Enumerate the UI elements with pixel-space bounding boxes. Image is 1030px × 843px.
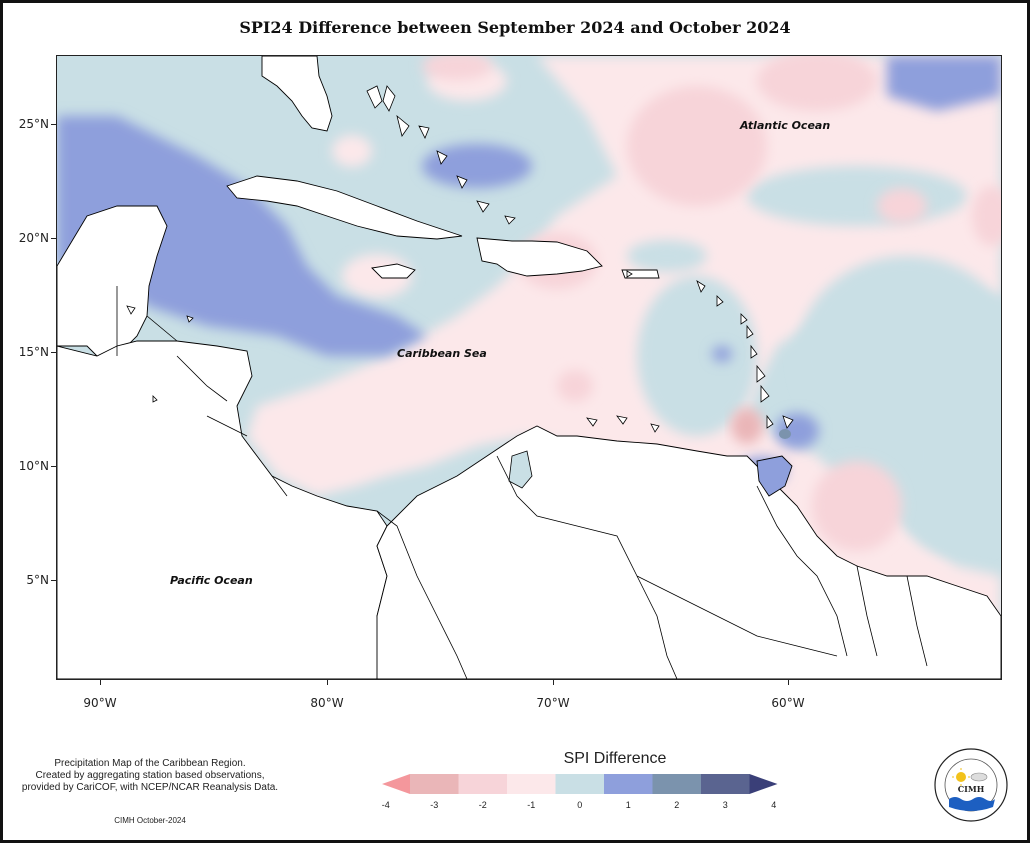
legend-swatch <box>701 774 750 794</box>
map-svg <box>57 56 1001 679</box>
footnote-line-2: Created by aggregating station based obs… <box>35 770 265 781</box>
lat-tick-5 <box>51 580 56 581</box>
pacific-ocean-label: Pacific Ocean <box>170 574 253 587</box>
credit-text: CIMH October-2024 <box>114 816 186 825</box>
lake-maracaibo <box>508 450 533 489</box>
cimh-logo: CIMH <box>934 748 1008 822</box>
legend-tick-label: -4 <box>381 800 390 810</box>
legend-swatch <box>604 774 653 794</box>
lat-tick-25 <box>51 124 56 125</box>
legend-swatch <box>749 774 778 794</box>
blue-1-to-2-region <box>57 56 1001 485</box>
lon-label-90: 90°W <box>83 696 117 710</box>
waves-icon <box>949 797 995 811</box>
florida <box>261 56 333 132</box>
legend-tick-label: -2 <box>478 800 487 810</box>
legend-swatch <box>458 774 507 794</box>
yucatan <box>57 205 168 357</box>
footnote: Precipitation Map of the Caribbean Regio… <box>5 758 295 794</box>
pink-dark-patch <box>731 408 763 444</box>
legend-tick-label: 4 <box>771 800 777 810</box>
lon-tick-70 <box>553 680 554 685</box>
legend-tick-label: -3 <box>430 800 439 810</box>
legend-colorbar <box>382 774 778 794</box>
footnote-line-1: Precipitation Map of the Caribbean Regio… <box>54 758 246 769</box>
sun-icon <box>956 772 966 782</box>
caribbean-sea-label: Caribbean Sea <box>397 347 487 360</box>
legend-swatch <box>652 774 701 794</box>
map-title: SPI24 Difference between September 2024 … <box>239 18 791 37</box>
puerto-rico <box>621 269 660 279</box>
lat-label-20: 20°N <box>18 231 49 245</box>
lat-tick-10 <box>51 466 56 467</box>
blue-light-patches <box>627 166 1001 556</box>
lat-tick-15 <box>51 352 56 353</box>
small-islands <box>126 85 794 433</box>
lat-label-10: 10°N <box>18 459 49 473</box>
lat-label-15: 15°N <box>18 345 49 359</box>
land-masses <box>57 56 1001 679</box>
sun-rays-icon <box>952 768 970 786</box>
legend-swatch <box>507 774 556 794</box>
lon-label-80: 80°W <box>310 696 344 710</box>
legend-swatch <box>382 774 410 794</box>
lon-tick-90 <box>100 680 101 685</box>
atlantic-ocean-label: Atlantic Ocean <box>740 119 831 132</box>
jamaica <box>371 263 416 279</box>
logo-name: CIMH <box>958 784 985 794</box>
legend-tick-label: 0 <box>577 800 583 810</box>
lon-label-60: 60°W <box>771 696 805 710</box>
cloud-icon <box>970 772 988 782</box>
legend-tick-label: 3 <box>722 800 728 810</box>
legend-tick-label: 1 <box>625 800 631 810</box>
cuba <box>226 175 463 240</box>
legend-tick-label: -1 <box>527 800 536 810</box>
legend-tick-label: 2 <box>674 800 680 810</box>
legend-swatch <box>555 774 604 794</box>
map-area <box>56 55 1002 680</box>
south-america <box>376 425 1001 679</box>
trinidad <box>756 455 793 497</box>
lat-label-5: 5°N <box>26 573 49 587</box>
country-borders <box>116 286 928 679</box>
pink-medium-patches <box>422 56 1001 551</box>
footnote-line-3: provided by CariCOF, with NCEP/NCAR Rean… <box>21 782 279 793</box>
blue-dark-patch <box>779 429 791 439</box>
legend-swatch <box>410 774 459 794</box>
legend-title: SPI Difference <box>563 750 667 767</box>
hispaniola <box>476 237 603 277</box>
lat-tick-20 <box>51 238 56 239</box>
lon-tick-80 <box>327 680 328 685</box>
lon-tick-60 <box>788 680 789 685</box>
lon-label-70: 70°W <box>536 696 570 710</box>
lat-label-25: 25°N <box>18 117 49 131</box>
